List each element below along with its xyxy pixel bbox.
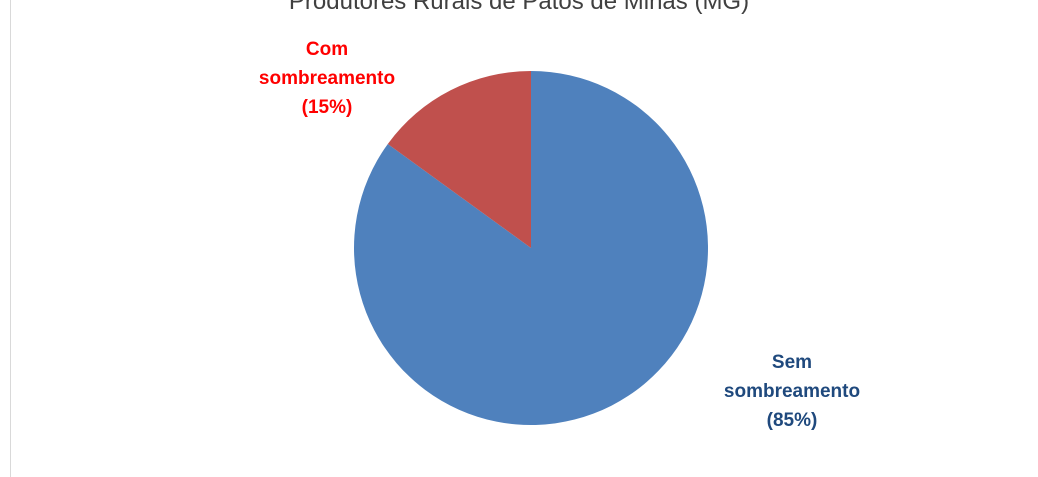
chart-title: Produtores Rurais de Patos de Minas (MG) (288, 0, 750, 15)
pie-label-line: sombreamento (724, 381, 860, 402)
pie-label-0: Sem sombreamento (85%) (724, 352, 860, 431)
pie-label-line: Sem (772, 352, 812, 373)
pie-label-line: sombreamento (259, 68, 395, 89)
chart-area (10, 0, 1038, 477)
pie-label-1: Com sombreamento (15%) (259, 39, 395, 118)
pie-label-line: (15%) (302, 97, 353, 118)
pie-slice-1 (387, 71, 531, 248)
pie-label-line: (85%) (767, 410, 818, 431)
pie-label-line: Com (306, 39, 348, 60)
